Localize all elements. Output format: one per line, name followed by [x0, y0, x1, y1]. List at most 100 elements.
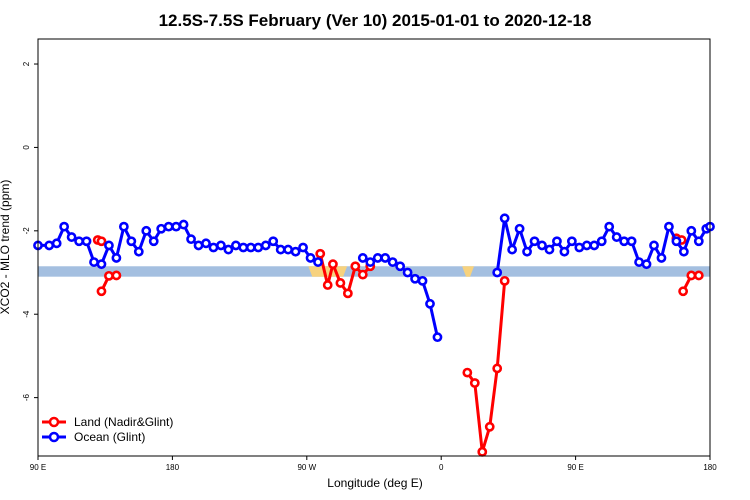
y-tick-label: 0	[22, 145, 31, 150]
series-ocean-point	[305, 253, 316, 263]
series-ocean-point	[678, 246, 689, 257]
series-ocean-point	[552, 236, 562, 247]
series-ocean-point	[589, 240, 600, 251]
series-ocean-point	[611, 232, 622, 242]
series-ocean-point	[492, 267, 503, 278]
series-ocean-point	[499, 213, 510, 224]
series-land-point	[315, 248, 326, 259]
series-ocean-point	[290, 246, 301, 257]
series-ocean-point	[544, 244, 555, 255]
series-ocean-point	[201, 238, 211, 249]
series-land-point	[104, 270, 114, 281]
series-land-point	[469, 378, 480, 388]
series-ocean-point	[118, 221, 129, 232]
series-ocean-point	[44, 240, 55, 251]
series-ocean-point	[208, 242, 219, 253]
series-ocean-point	[686, 225, 697, 236]
series-land-point	[342, 288, 353, 299]
series-land	[92, 233, 704, 457]
series-land-point	[328, 259, 338, 270]
series-ocean-point	[178, 219, 189, 230]
y-axis: 2 0 -2 -4 -6	[22, 61, 38, 401]
reference-band	[38, 266, 710, 277]
series-ocean-point	[171, 221, 182, 232]
series-ocean-point	[111, 253, 122, 263]
series-ocean-point	[656, 253, 667, 263]
series-ocean-point	[230, 240, 241, 251]
series-land-point	[492, 363, 503, 374]
y-tick-label: -2	[22, 227, 31, 235]
series-ocean-point	[89, 257, 99, 267]
x-tick-label: 90 E	[567, 463, 583, 472]
series-ocean-point	[141, 225, 152, 236]
series-ocean-point	[148, 236, 159, 247]
y-tick-label: 2	[22, 61, 31, 66]
legend-land-label: Land (Nadir&Glint)	[74, 415, 173, 429]
legend-ocean-label: Ocean (Glint)	[74, 430, 145, 444]
series-ocean-point	[537, 240, 547, 251]
series-ocean-point	[626, 236, 637, 247]
series-ocean-point	[245, 242, 256, 253]
series-ocean-point	[313, 257, 323, 267]
series-ocean-point	[559, 246, 570, 257]
series-ocean-point	[275, 244, 286, 255]
series-ocean-point	[298, 242, 308, 253]
series-ocean-point	[216, 240, 226, 251]
series-ocean-point	[581, 240, 592, 251]
legend: Land (Nadir&Glint) Ocean (Glint)	[42, 415, 173, 444]
series-ocean-point	[664, 221, 674, 232]
series-ocean-point	[671, 236, 682, 247]
series-ocean-point	[432, 332, 443, 343]
x-tick-label: 180	[166, 463, 180, 472]
x-tick-label: 90 W	[297, 463, 316, 472]
y-axis-label: XCO2 - MLO trend (ppm)	[0, 180, 12, 315]
x-axis: 90 E 180 90 W 0 90 E 180	[30, 456, 717, 472]
series-ocean-point	[186, 234, 196, 245]
series-ocean	[33, 213, 715, 343]
series-ocean-point	[514, 223, 525, 234]
land-shading-1	[462, 266, 475, 277]
series-ocean-point	[372, 253, 383, 263]
y-tick-label: -4	[22, 310, 31, 318]
series-ocean-point	[596, 236, 607, 247]
series-ocean-point	[104, 240, 114, 251]
land-shading-0	[308, 266, 348, 277]
series-land-point	[477, 446, 488, 457]
legend-land-marker	[48, 416, 60, 428]
legend-ocean-marker	[48, 431, 60, 443]
series-ocean-point	[51, 238, 62, 249]
series-ocean-point	[402, 267, 413, 278]
series-ocean-point	[641, 259, 652, 270]
series-ocean-point	[268, 236, 279, 247]
series-land-point	[686, 270, 697, 281]
series-ocean-point	[507, 244, 518, 255]
series-land-point	[499, 275, 510, 286]
series-ocean-point	[74, 236, 84, 247]
series-ocean-point	[365, 257, 376, 267]
series-ocean-point	[163, 221, 174, 232]
series-ocean-point	[425, 298, 435, 309]
series-land-point	[357, 269, 368, 280]
series-ocean-point	[253, 242, 264, 253]
series-land-point	[484, 421, 495, 432]
x-tick-label: 90 E	[30, 463, 46, 472]
plot-frame	[37, 38, 711, 457]
series-ocean-point	[66, 232, 77, 242]
series-ocean-point	[395, 261, 406, 272]
series-ocean-point	[96, 259, 107, 270]
series-land-point	[350, 261, 361, 272]
series-ocean-point	[59, 221, 70, 232]
series-ocean-point	[156, 223, 167, 234]
series-ocean-point	[283, 244, 294, 255]
series-ocean-point	[81, 236, 92, 247]
series-ocean-point	[380, 253, 391, 263]
series-ocean-point	[649, 240, 659, 251]
series-ocean-point	[238, 242, 249, 253]
series-land-point	[693, 270, 704, 281]
series-land-point	[678, 286, 689, 297]
series-ocean-point	[634, 257, 644, 267]
x-tick-label: 180	[703, 463, 717, 472]
chart-title: 12.5S-7.5S February (Ver 10) 2015-01-01 …	[159, 11, 592, 30]
legend-item-land: Land (Nadir&Glint)	[42, 415, 173, 429]
